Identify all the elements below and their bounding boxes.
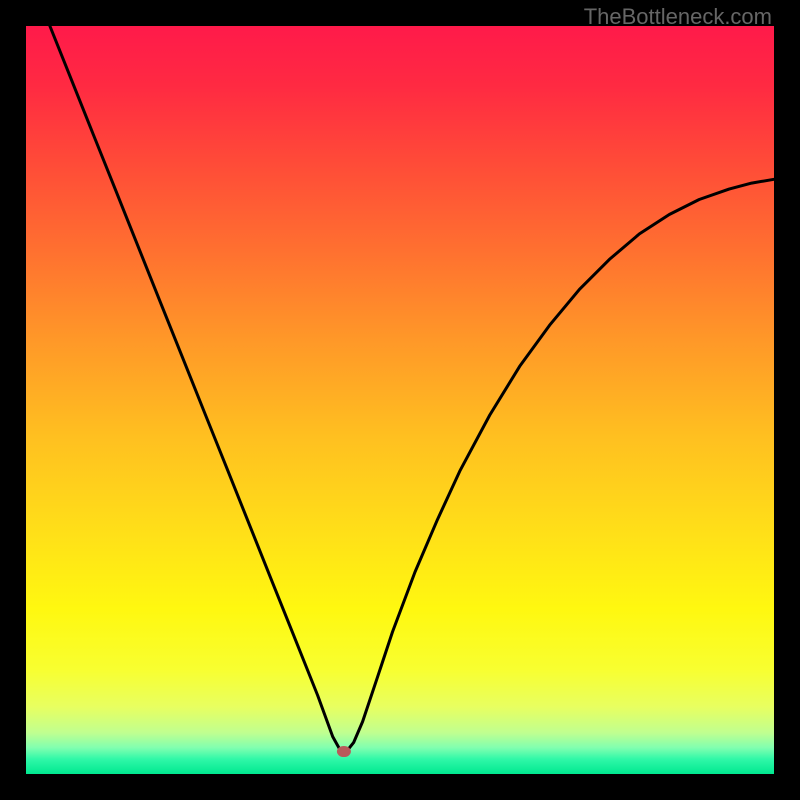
chart-container: TheBottleneck.com xyxy=(0,0,800,800)
bottleneck-chart xyxy=(0,0,800,800)
watermark-text: TheBottleneck.com xyxy=(584,4,772,30)
optimum-marker xyxy=(337,746,351,757)
plot-area xyxy=(26,26,774,774)
